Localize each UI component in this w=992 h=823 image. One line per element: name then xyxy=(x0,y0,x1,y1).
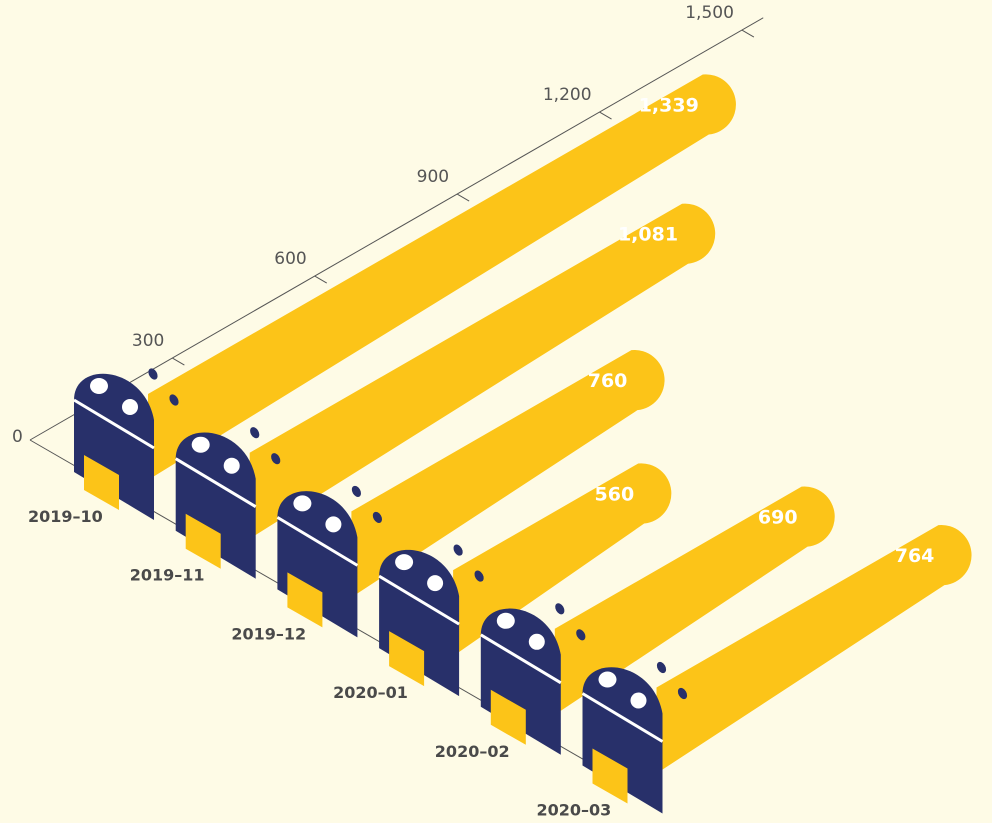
category-label: 2019–11 xyxy=(130,566,205,585)
axis-tick-label: 1,500 xyxy=(685,3,734,23)
bar xyxy=(249,203,716,539)
data-label: 690 xyxy=(758,507,798,529)
data-label: 764 xyxy=(895,545,935,567)
bar-group: 760 2019–12 xyxy=(231,350,665,643)
data-label: 1,081 xyxy=(618,224,678,246)
axis-tick xyxy=(456,193,470,202)
axis-tick xyxy=(172,357,185,366)
axis-tick xyxy=(741,29,755,38)
bar xyxy=(351,350,665,598)
bar-figure xyxy=(378,544,484,697)
bar-group: 764 2020–03 xyxy=(537,525,972,820)
bar-group: 1,081 2019–11 xyxy=(130,203,716,585)
bar-group: 690 2020–02 xyxy=(435,486,835,761)
axis-tick-label: 600 xyxy=(274,249,306,269)
category-label: 2020–01 xyxy=(333,683,408,702)
data-label: 1,339 xyxy=(639,95,699,117)
category-label: 2019–10 xyxy=(28,507,103,526)
axis-tick-label: 300 xyxy=(132,331,164,351)
bar-figure xyxy=(73,368,179,520)
category-label: 2020–03 xyxy=(537,801,612,820)
category-label: 2020–02 xyxy=(435,742,510,761)
axis-tick-label: 900 xyxy=(417,167,449,187)
data-label: 760 xyxy=(588,370,628,392)
bar xyxy=(656,525,972,774)
axis-tick-label: 0 xyxy=(12,427,23,447)
category-label: 2019–12 xyxy=(231,624,306,643)
bar-group: 560 2020–01 xyxy=(333,463,672,702)
bar-figure xyxy=(276,485,382,638)
bar-series: 1,339 2019–10 1,081 2019–11 760 2019–12 560 202… xyxy=(28,74,972,820)
axis-tick xyxy=(599,111,612,120)
axis-tick xyxy=(314,275,328,284)
axis-tick-label: 1,200 xyxy=(543,85,592,105)
bar xyxy=(554,486,835,715)
bar xyxy=(148,74,736,480)
bar-figure xyxy=(581,661,688,814)
bar-figure xyxy=(174,427,281,579)
bar xyxy=(453,463,672,657)
data-label: 560 xyxy=(595,484,635,506)
bar-group: 1,339 2019–10 xyxy=(28,74,736,526)
bar-figure xyxy=(480,603,586,755)
